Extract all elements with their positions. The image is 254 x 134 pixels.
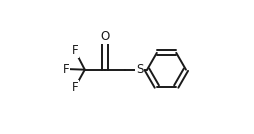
Text: F: F — [71, 81, 78, 94]
Text: F: F — [71, 44, 78, 57]
Text: F: F — [63, 62, 69, 76]
Text: O: O — [100, 30, 109, 43]
Text: S: S — [136, 63, 144, 76]
